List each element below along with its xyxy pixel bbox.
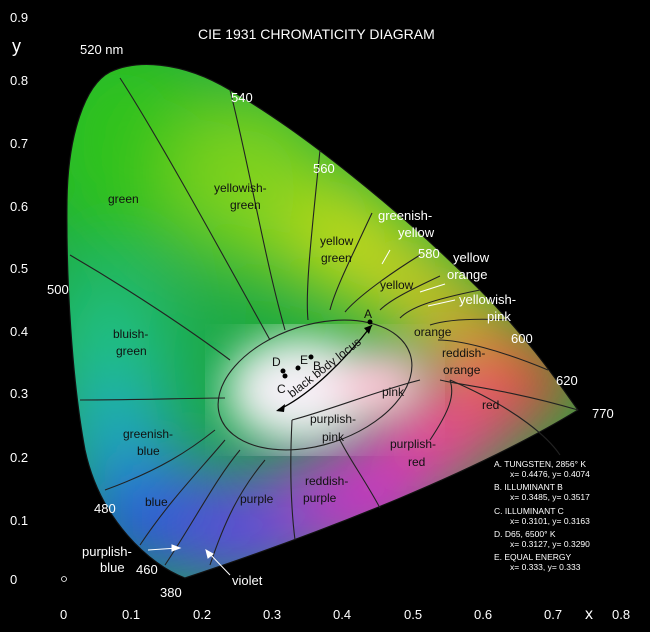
diagram-title: CIE 1931 CHROMATICITY DIAGRAM [198,26,435,42]
label-purplish-red-2: red [408,455,425,469]
label-greenish-yellow-2: yellow [398,225,435,240]
outside-labels: CIE 1931 CHROMATICITY DIAGRAM y x greeni… [12,26,593,623]
legend-d-name: D. D65, 6500° K [494,529,556,539]
label-yellowish-green-1: yellowish- [214,181,267,195]
wavelength-460: 460 [136,562,158,577]
label-yellowish-pink-1: yellowish- [459,292,516,307]
label-reddish-purple-1: reddish- [305,474,348,488]
point-label-a: A [364,307,372,321]
y-tick-0.8: 0.8 [10,73,28,88]
x-tick-0.1: 0.1 [122,607,140,622]
legend-a-name: A. TUNGSTEN, 2856° K [494,459,586,469]
label-yellow-green-1: yellow [320,234,354,248]
wavelength-520: 520 nm [80,42,123,57]
y-axis-label: y [12,36,21,56]
label-orange: orange [414,325,452,339]
label-reddish-orange-2: orange [443,363,481,377]
legend-e-coords: x= 0.333, y= 0.333 [510,562,581,572]
x-tick-0.4: 0.4 [333,607,351,622]
x-tick-0.2: 0.2 [193,607,211,622]
legend-c-name: C. ILLUMINANT C [494,506,564,516]
spectral-locus [66,63,579,579]
legend-a-coords: x= 0.4476, y= 0.4074 [510,469,590,479]
wavelength-380: 380 [160,585,182,600]
label-pink: pink [382,385,405,399]
point-label-d: D [272,355,281,369]
region-boundaries [69,77,579,566]
label-purplish-blue-2: blue [100,560,125,575]
y-tick-0.5: 0.5 [10,261,28,276]
label-bluish-green-2: green [116,344,147,358]
origin-marker [61,576,67,582]
label-reddish-orange-1: reddish- [442,346,485,360]
x-tick-0: 0 [60,607,67,622]
label-greenish-blue-2: blue [137,444,160,458]
y-tick-0.3: 0.3 [10,386,28,401]
label-reddish-purple-2: purple [303,491,337,505]
y-tick-0.7: 0.7 [10,136,28,151]
label-yellow-orange-2: orange [447,267,487,282]
label-yellow-orange-1: yellow [453,250,490,265]
x-tick-0.6: 0.6 [474,607,492,622]
wavelength-540: 540 [231,90,253,105]
x-tick-0.3: 0.3 [263,607,281,622]
point-label-c: C [277,382,286,396]
label-violet: violet [232,573,263,588]
label-bluish-green-1: bluish- [113,327,148,341]
label-yellow: yellow [380,278,414,292]
legend-d-coords: x= 0.3127, y= 0.3290 [510,539,590,549]
wavelength-labels: 520 nm 540 560 580 600 620 770 500 480 4… [47,42,614,600]
legend-c-coords: x= 0.3101, y= 0.3163 [510,516,590,526]
y-tick-0.6: 0.6 [10,199,28,214]
label-yellowish-green-2: green [230,198,261,212]
label-greenish-yellow-1: greenish- [378,208,432,223]
wavelength-560: 560 [313,161,335,176]
label-purplish-pink-1: purplish- [310,412,356,426]
pointer-arrows [147,249,456,576]
label-purplish-red-1: purplish- [390,437,436,451]
region-labels: green yellowish- green yellow green yell… [108,181,499,509]
point-label-e: E [300,353,308,367]
legend-b-coords: x= 0.3485, y= 0.3517 [510,492,590,502]
x-axis-label: x [585,606,593,623]
illuminant-legend: A. TUNGSTEN, 2856° K x= 0.4476, y= 0.407… [494,459,590,572]
x-tick-0.8: 0.8 [612,607,630,622]
wavelength-620: 620 [556,373,578,388]
label-purple: purple [240,492,274,506]
legend-b-name: B. ILLUMINANT B [494,482,563,492]
label-purplish-pink-2: pink [322,430,345,444]
label-red: red [482,398,499,412]
label-blue: blue [145,495,168,509]
wavelength-600: 600 [511,331,533,346]
black-body-locus-line [277,324,373,411]
y-tick-0.4: 0.4 [10,324,28,339]
y-tick-0: 0 [10,572,17,587]
y-tick-0.9: 0.9 [10,10,28,25]
label-green: green [108,192,139,206]
x-tick-0.7: 0.7 [544,607,562,622]
label-purplish-blue-1: purplish- [82,544,132,559]
x-tick-0.5: 0.5 [404,607,422,622]
y-tick-0.1: 0.1 [10,513,28,528]
label-yellow-green-2: green [321,251,352,265]
label-greenish-blue-1: greenish- [123,427,173,441]
point-label-b: B [313,359,321,373]
wavelength-580: 580 [418,246,440,261]
legend-e-name: E. EQUAL ENERGY [494,552,571,562]
wavelength-500: 500 [47,282,69,297]
y-tick-0.2: 0.2 [10,450,28,465]
wavelength-480: 480 [94,501,116,516]
label-yellowish-pink-2: pink [487,309,511,324]
wavelength-770: 770 [592,406,614,421]
x-axis-ticks: 0 0.1 0.2 0.3 0.4 0.5 0.6 0.7 0.8 [60,607,630,622]
y-axis-ticks: 0 0.1 0.2 0.3 0.4 0.5 0.6 0.7 0.8 0.9 [10,10,28,587]
